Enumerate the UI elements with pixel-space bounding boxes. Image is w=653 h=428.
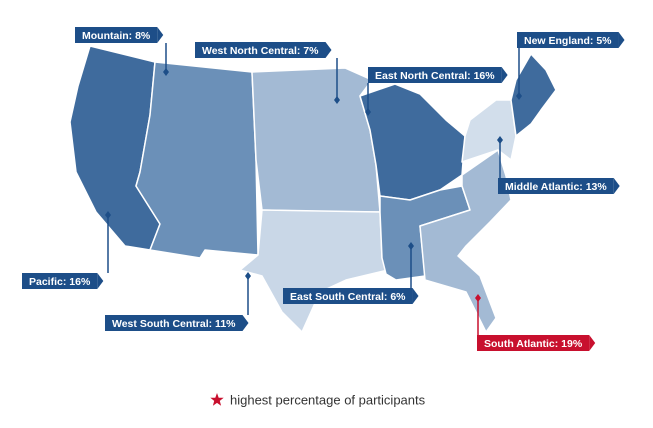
label-tab bbox=[501, 67, 508, 83]
region-label: West North Central: 7% bbox=[202, 45, 319, 57]
region bbox=[510, 53, 557, 137]
labels: Pacific: 16% Mountain: 8% West North Centr… bbox=[22, 27, 625, 351]
legend-text: highest percentage of participants bbox=[230, 392, 426, 407]
leader-marker bbox=[475, 294, 481, 302]
label-tab bbox=[325, 42, 332, 58]
region-label: West South Central: 11% bbox=[112, 318, 236, 330]
label-tab bbox=[618, 32, 625, 48]
region bbox=[239, 209, 389, 333]
label-box bbox=[195, 42, 326, 58]
label-tab bbox=[412, 288, 419, 304]
region-label: East South Central: 6% bbox=[290, 291, 406, 303]
leader-marker bbox=[516, 92, 522, 100]
label-box bbox=[477, 335, 590, 351]
label-tab bbox=[242, 315, 249, 331]
label-box bbox=[105, 315, 243, 331]
region-label: Pacific: 16% bbox=[29, 276, 91, 288]
region bbox=[251, 67, 381, 213]
label-box bbox=[75, 27, 158, 43]
leader-marker bbox=[365, 108, 371, 116]
region-label: Mountain: 8% bbox=[82, 30, 151, 42]
label-box bbox=[22, 273, 98, 289]
leader-marker bbox=[497, 136, 503, 144]
legend-star bbox=[210, 393, 224, 406]
region bbox=[461, 99, 517, 163]
label-tab bbox=[157, 27, 164, 43]
leader-marker bbox=[105, 211, 111, 219]
label-tab bbox=[613, 178, 620, 194]
region-label: South Atlantic: 19% bbox=[484, 338, 583, 350]
label-tab bbox=[97, 273, 104, 289]
leader-marker bbox=[334, 96, 340, 104]
leader-marker bbox=[245, 272, 251, 280]
region-label: Middle Atlantic: 13% bbox=[505, 181, 607, 193]
leader-marker bbox=[408, 242, 414, 250]
regions bbox=[69, 45, 557, 333]
region-label: East North Central: 16% bbox=[375, 70, 495, 82]
label-box bbox=[517, 32, 619, 48]
label-box bbox=[498, 178, 614, 194]
label-box bbox=[283, 288, 413, 304]
leader-marker bbox=[163, 68, 169, 76]
region-label: New England: 5% bbox=[524, 35, 612, 47]
label-tab bbox=[589, 335, 596, 351]
label-box bbox=[368, 67, 502, 83]
